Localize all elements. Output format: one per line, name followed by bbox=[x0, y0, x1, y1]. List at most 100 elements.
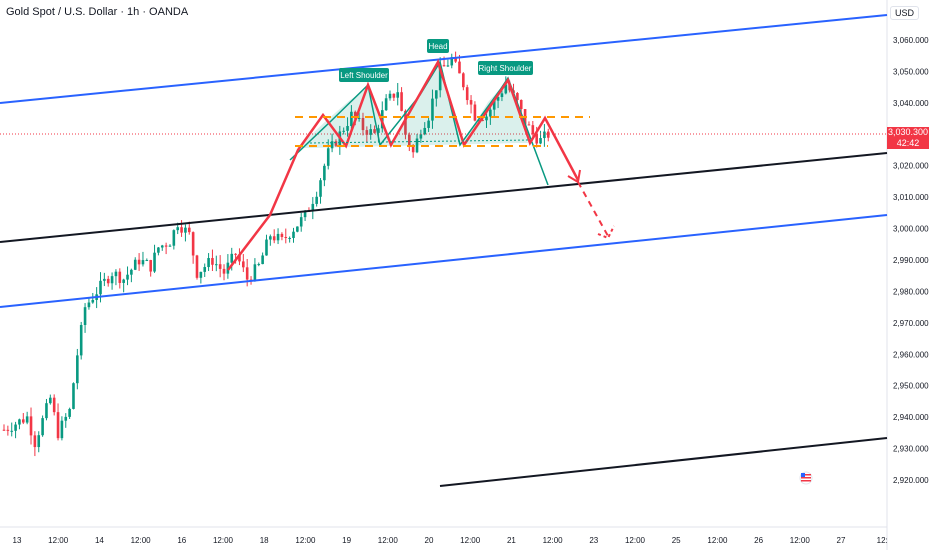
candle-body bbox=[25, 416, 29, 423]
price-scale[interactable]: 2,920.000 2,930.000 2,940.000 2,950.000 2,96… bbox=[893, 36, 929, 485]
svg-text:Left Shoulder: Left Shoulder bbox=[340, 71, 388, 80]
candle-body bbox=[373, 129, 376, 133]
pattern-labels: Left Shoulder Head Right Shoulder bbox=[339, 39, 533, 82]
candle-body bbox=[342, 130, 345, 132]
x-tick-label: 12:00 bbox=[378, 536, 399, 545]
candle-body bbox=[384, 98, 388, 111]
candle-body bbox=[37, 435, 41, 448]
candle-body bbox=[157, 247, 160, 253]
candle-body bbox=[56, 412, 60, 439]
x-tick-label: 20 bbox=[425, 536, 434, 545]
candle-body bbox=[535, 134, 538, 144]
candle-body bbox=[388, 93, 392, 99]
candle-body bbox=[485, 116, 488, 121]
candle-body bbox=[184, 227, 187, 233]
candle-body bbox=[326, 148, 330, 166]
x-tick-label: 12:00 bbox=[48, 536, 69, 545]
candle-body bbox=[427, 120, 430, 128]
svg-text:Right Shoulder: Right Shoulder bbox=[479, 64, 532, 73]
pattern-zigzag-red[interactable] bbox=[227, 58, 580, 271]
svg-text:Head: Head bbox=[428, 42, 447, 51]
x-tick-label: 12:00 bbox=[625, 536, 646, 545]
x-tick-label: 13 bbox=[13, 536, 22, 545]
candle-body bbox=[145, 260, 149, 262]
currency-button[interactable]: USD bbox=[890, 6, 920, 20]
upper-channel-line[interactable] bbox=[0, 14, 888, 104]
candle-body bbox=[465, 87, 469, 101]
candle-body bbox=[531, 125, 535, 135]
y-tick-label: 3,040.000 bbox=[893, 99, 929, 108]
candle-body bbox=[462, 73, 465, 88]
x-tick-label: 27 bbox=[837, 536, 846, 545]
candle-body bbox=[369, 129, 372, 135]
candle-body bbox=[280, 233, 284, 237]
y-tick-label: 2,970.000 bbox=[893, 319, 929, 328]
y-tick-label: 2,930.000 bbox=[893, 445, 929, 454]
candle-body bbox=[253, 264, 257, 281]
candle-body bbox=[431, 98, 434, 121]
candle-body bbox=[191, 232, 195, 256]
candle-body bbox=[257, 264, 261, 266]
label-left-shoulder[interactable]: Left Shoulder bbox=[339, 68, 389, 82]
label-head[interactable]: Head bbox=[427, 39, 449, 53]
candle-body bbox=[222, 268, 226, 274]
middle-trendline[interactable] bbox=[0, 152, 888, 243]
candle-body bbox=[292, 231, 295, 238]
bottom-trendline[interactable] bbox=[439, 437, 888, 487]
candle-body bbox=[284, 236, 288, 238]
candle-body bbox=[68, 408, 71, 417]
candle-body bbox=[99, 280, 102, 295]
candle-body bbox=[72, 383, 75, 409]
candle-body bbox=[442, 65, 446, 67]
candle-body bbox=[303, 210, 307, 218]
candle-body bbox=[60, 420, 64, 439]
candle-body bbox=[6, 429, 10, 431]
candle-body bbox=[14, 424, 17, 431]
candle-body bbox=[492, 100, 496, 110]
candle-body bbox=[361, 118, 365, 131]
candle-body bbox=[438, 65, 442, 91]
candle-body bbox=[153, 252, 156, 272]
x-tick-label: 12:00 bbox=[295, 536, 316, 545]
candle-body bbox=[357, 118, 361, 120]
candle-body bbox=[133, 259, 137, 270]
candle-body bbox=[346, 125, 349, 131]
candle-body bbox=[215, 264, 218, 266]
candle-body bbox=[49, 397, 52, 404]
x-tick-label: 25 bbox=[672, 536, 681, 545]
candle-body bbox=[41, 418, 44, 436]
candle-body bbox=[261, 255, 264, 265]
x-tick-label: 12:00 bbox=[790, 536, 811, 545]
drawings bbox=[0, 14, 888, 487]
candlestick-series bbox=[2, 51, 550, 457]
candle-body bbox=[404, 110, 407, 135]
x-tick-label: 26 bbox=[754, 536, 763, 545]
y-tick-label: 2,920.000 bbox=[893, 476, 929, 485]
candle-body bbox=[130, 269, 133, 275]
candle-body bbox=[504, 84, 508, 94]
y-tick-label: 3,050.000 bbox=[893, 67, 929, 76]
lower-channel-line[interactable] bbox=[0, 214, 888, 308]
y-tick-label: 3,000.000 bbox=[893, 225, 929, 234]
axes bbox=[0, 0, 888, 550]
candle-body bbox=[2, 429, 6, 431]
candle-body bbox=[265, 239, 268, 256]
us-flag-icon[interactable] bbox=[799, 471, 813, 485]
candle-body bbox=[118, 271, 122, 283]
candle-body bbox=[365, 130, 369, 135]
candle-body bbox=[110, 276, 114, 284]
candle-body bbox=[315, 196, 318, 204]
time-scale[interactable]: 13 12:00 14 12:00 16 12:00 18 12:00 19 12:00 20 12:… bbox=[13, 536, 888, 545]
candle-body bbox=[473, 104, 477, 121]
y-tick-label: 2,940.000 bbox=[893, 413, 929, 422]
candle-body bbox=[377, 128, 380, 133]
candle-body bbox=[454, 57, 457, 62]
candle-body bbox=[52, 397, 56, 413]
y-tick-label: 3,060.000 bbox=[893, 36, 929, 45]
candle-body bbox=[33, 435, 37, 448]
candle-body bbox=[408, 134, 411, 147]
candle-body bbox=[242, 261, 245, 268]
label-right-shoulder[interactable]: Right Shoulder bbox=[478, 61, 533, 75]
candle-body bbox=[446, 65, 450, 67]
